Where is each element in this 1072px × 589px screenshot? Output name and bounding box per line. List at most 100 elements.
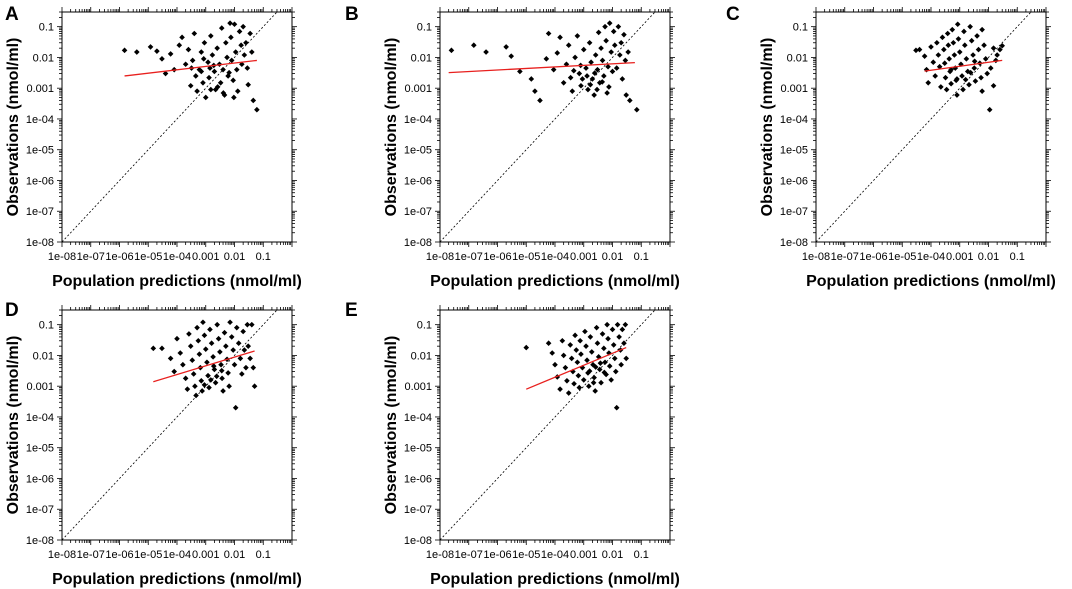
data-point [218, 361, 224, 368]
data-point [621, 31, 627, 38]
data-point [225, 73, 231, 79]
data-point [588, 59, 594, 66]
data-point [602, 359, 608, 366]
data-point [598, 379, 604, 386]
data-point [134, 49, 140, 55]
data-point [167, 51, 174, 57]
data-point [990, 82, 997, 89]
data-point [177, 350, 184, 356]
x-axis-title: Population predictions (nmol/ml) [52, 273, 302, 290]
axis-ticks [811, 7, 1051, 247]
data-point [938, 84, 944, 90]
data-point [569, 88, 576, 94]
data-point [508, 53, 515, 59]
y-tick-label: 0.001 [26, 83, 54, 95]
data-point [990, 45, 997, 51]
data-point [970, 52, 976, 58]
data-point [606, 84, 612, 90]
data-point [961, 28, 967, 35]
y-tick-label: 0.1 [793, 22, 808, 34]
y-tick-label: 1e-08 [404, 237, 432, 249]
plot-frame [61, 309, 293, 541]
data-point [601, 73, 607, 79]
data-point [573, 347, 580, 353]
data-point [606, 20, 613, 26]
x-tick-label: 1e-05 [888, 251, 916, 263]
identity-line [62, 12, 278, 242]
data-point [211, 366, 218, 373]
data-point [967, 69, 974, 76]
data-point [605, 335, 611, 342]
data-point [928, 44, 934, 50]
data-point [972, 78, 979, 84]
data-point [176, 42, 183, 48]
data-point [592, 52, 599, 58]
data-point [999, 42, 1006, 49]
x-tick-label: 0.001 [570, 251, 598, 263]
data-point [189, 357, 196, 364]
data-point [247, 30, 253, 37]
y-tick-label: 1e-06 [780, 175, 808, 187]
x-tick-label: 1e-04 [917, 251, 945, 263]
plot-area [440, 310, 656, 540]
data-point [243, 364, 249, 371]
data-point [945, 42, 952, 48]
data-point [580, 46, 587, 53]
plot-frame [439, 309, 671, 541]
y-tick-label: 1e-04 [26, 412, 54, 424]
data-point [572, 54, 578, 61]
data-point [567, 74, 574, 81]
data-point [225, 370, 231, 376]
data-point [982, 56, 989, 62]
data-point [233, 324, 240, 331]
trend-line [124, 59, 257, 77]
x-tick-label: 1e-05 [134, 251, 162, 263]
data-point [981, 42, 987, 48]
data-point [964, 68, 971, 75]
data-point [186, 331, 192, 337]
data-point [954, 92, 960, 98]
data-point [207, 65, 213, 71]
x-tick-label: 1e-07 [455, 251, 483, 263]
data-point [950, 39, 957, 46]
data-point [554, 50, 561, 56]
data-point [240, 328, 246, 335]
data-point [615, 23, 622, 30]
data-point [224, 54, 230, 61]
data-point [590, 379, 597, 386]
data-point [200, 319, 206, 326]
data-point [590, 361, 596, 368]
data-point [230, 77, 236, 84]
data-point [550, 66, 557, 73]
data-point [218, 367, 225, 374]
data-point [147, 44, 154, 50]
data-point [936, 63, 943, 70]
data-point [578, 82, 584, 89]
data-point [200, 56, 207, 62]
x-tick-label: 0.001 [192, 549, 220, 561]
data-point [167, 355, 174, 362]
trend-line [153, 350, 255, 383]
data-point [589, 76, 596, 82]
data-point [975, 46, 982, 53]
data-point [227, 20, 233, 26]
data-point [593, 324, 600, 331]
y-tick-label: 1e-05 [780, 145, 808, 157]
y-tick-label: 0.001 [404, 381, 432, 393]
data-point [627, 97, 633, 104]
data-point [962, 42, 968, 48]
data-point [586, 368, 593, 374]
x-tick-label: 1e-07 [77, 251, 105, 263]
data-point [622, 57, 629, 64]
data-point [560, 79, 567, 86]
data-point [570, 67, 577, 74]
panel-c: C1e-08 1e-07 1e-06 1e-05 1e-04 0.001 0.01 0.11e… [726, 4, 1056, 290]
x-axis-title: Population predictions (nmol/ml) [430, 571, 680, 588]
y-axis-title: Observations (nmol/ml) [383, 336, 400, 515]
data-point [619, 76, 626, 82]
data-point [560, 352, 567, 359]
data-point [939, 34, 946, 41]
data-point [220, 66, 226, 73]
data-point [562, 364, 569, 371]
x-tick-label: 1e-08 [802, 251, 830, 263]
